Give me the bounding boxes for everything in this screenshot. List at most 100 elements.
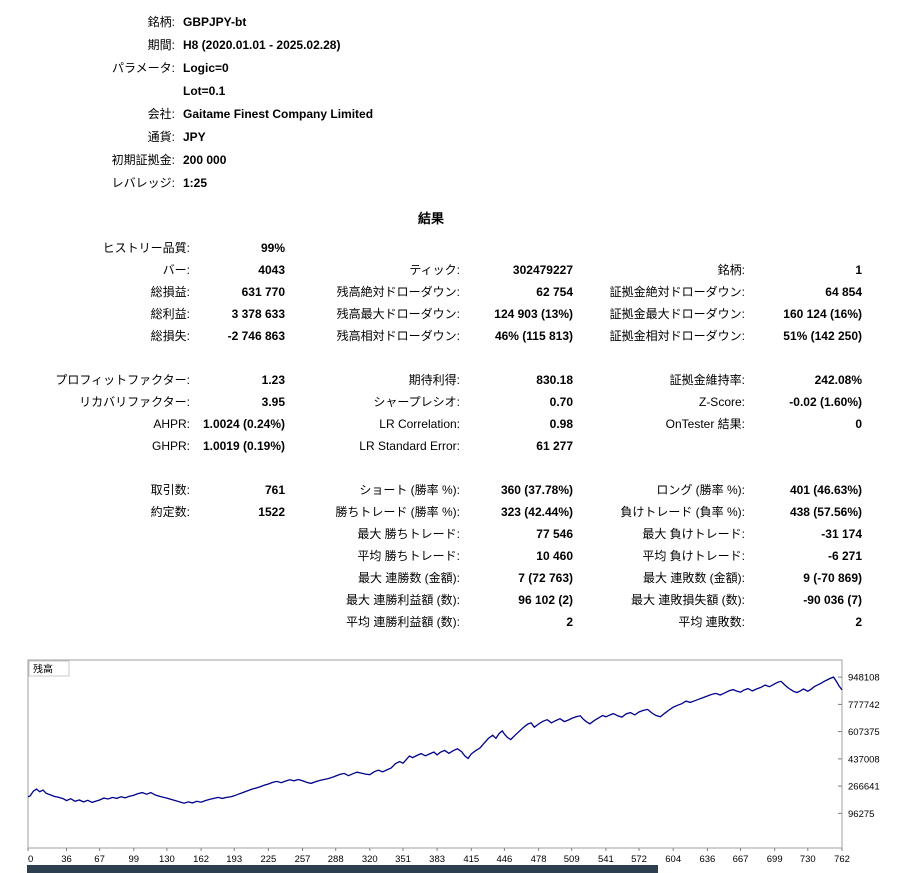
header-row: 通貨: JPY xyxy=(0,125,897,148)
stat-label: ヒストリー品質: xyxy=(102,241,190,255)
header-row: レバレッジ: 1:25 xyxy=(0,171,897,194)
stat-label: 最大 連勝数 (金額): xyxy=(358,571,460,585)
stat-label: 平均 連敗数: xyxy=(678,615,745,629)
stat-label xyxy=(573,435,745,457)
stat-label: 総損益: xyxy=(150,285,190,299)
stat-value: 0 xyxy=(855,417,862,431)
stat-label: 残高絶対ドローダウン: xyxy=(336,285,460,299)
stat-label: LR Correlation: xyxy=(379,417,460,431)
stat-label: 証拠金絶対ドローダウン: xyxy=(609,285,745,299)
stat-value: 2 xyxy=(855,615,862,629)
stat-value: 360 (37.78%) xyxy=(500,483,573,497)
stat-value: 160 124 (16%) xyxy=(783,307,862,321)
stat-value: 323 (42.44%) xyxy=(500,505,573,519)
stat-label: AHPR: xyxy=(153,417,190,431)
y-axis-label: 607375 xyxy=(848,727,880,738)
stat-value: 4043 xyxy=(258,263,285,277)
header-row: パラメータ: Logic=0 xyxy=(0,56,897,79)
stat-label: 負けトレード (負率 %): xyxy=(620,505,745,519)
stat-label: ティック: xyxy=(409,263,460,277)
stat-value: 2 xyxy=(566,615,573,629)
header-value: Lot=0.1 xyxy=(183,83,226,98)
header-value: GBPJPY-bt xyxy=(183,14,247,29)
stat-value: 242.08% xyxy=(814,373,862,387)
header-row: 初期証拠金: 200 000 xyxy=(0,148,897,171)
stat-value: 61 277 xyxy=(536,439,573,453)
header-label: レバレッジ: xyxy=(111,176,175,190)
header-value: Logic=0 xyxy=(183,60,229,75)
stat-label: 最大 勝ちトレード: xyxy=(357,527,460,541)
stat-label: 勝ちトレード (勝率 %): xyxy=(335,505,460,519)
stat-value: 0.70 xyxy=(549,395,573,409)
header-label: 初期証拠金: xyxy=(111,153,175,167)
stat-label: 総利益: xyxy=(150,307,190,321)
stat-label: 最大 連勝利益額 (数): xyxy=(346,593,460,607)
stat-value: 761 xyxy=(264,483,285,497)
stat-value: 302479227 xyxy=(512,263,573,277)
y-axis-label: 266641 xyxy=(848,782,880,793)
stat-value xyxy=(745,435,862,457)
stat-label: シャープレシオ: xyxy=(373,395,460,409)
y-axis-label: 777742 xyxy=(848,700,880,711)
stat-label xyxy=(0,611,190,633)
stat-label: 平均 連勝利益額 (数): xyxy=(346,615,460,629)
stat-value: -0.02 (1.60%) xyxy=(789,395,862,409)
stat-label: GHPR: xyxy=(151,439,190,453)
stat-label: 残高最大ドローダウン: xyxy=(336,307,460,321)
results-table: ヒストリー品質: 99% バー: 4043 ティック: 302479227 銘柄: 1 総損益:… xyxy=(0,237,897,633)
stat-label: Z-Score: xyxy=(698,395,745,409)
series-label-box xyxy=(28,660,70,677)
report-header: 銘柄: GBPJPY-bt 期間: H8 (2020.01.01 - 2025.02.… xyxy=(0,0,897,194)
stat-value: -90 036 (7) xyxy=(803,593,862,607)
stat-value: -2 746 863 xyxy=(227,329,285,343)
stat-label: 証拠金維持率: xyxy=(669,373,745,387)
stat-value xyxy=(190,589,285,611)
header-row: 銘柄: GBPJPY-bt xyxy=(0,10,897,33)
table-spacer xyxy=(0,457,862,479)
stat-label xyxy=(0,589,190,611)
stat-value: 7 (72 763) xyxy=(518,571,573,585)
stat-label: 最大 負けトレード: xyxy=(642,527,745,541)
stat-label: 平均 勝ちトレード: xyxy=(357,549,460,563)
stat-label: 平均 負けトレード: xyxy=(642,549,745,563)
stat-value xyxy=(190,611,285,633)
stat-label: OnTester 結果: xyxy=(665,417,745,431)
header-label: 銘柄: xyxy=(147,15,175,29)
stat-label: バー: xyxy=(162,263,190,277)
stat-value: 77 546 xyxy=(536,527,573,541)
stat-value: 124 903 (13%) xyxy=(494,307,573,321)
stat-label xyxy=(285,237,460,259)
stat-value: 62 754 xyxy=(536,285,573,299)
stat-value: 3.95 xyxy=(261,395,285,409)
stat-label: 期待利得: xyxy=(408,373,460,387)
stat-value: 3 378 633 xyxy=(231,307,285,321)
stat-label: 最大 連敗数 (金額): xyxy=(643,571,745,585)
y-axis-label: 437008 xyxy=(848,754,880,765)
stat-value xyxy=(190,523,285,545)
stat-label: 銘柄: xyxy=(717,263,745,277)
stat-value: 1.0019 (0.19%) xyxy=(202,439,285,453)
y-axis-label: 96275 xyxy=(848,809,874,820)
stat-label xyxy=(0,567,190,589)
stat-value: 1.0024 (0.24%) xyxy=(202,417,285,431)
stat-value: -6 271 xyxy=(827,549,862,563)
header-label: 通貨: xyxy=(147,130,175,144)
stat-label: 最大 連敗損失額 (数): xyxy=(631,593,745,607)
stat-value: 96 102 (2) xyxy=(518,593,573,607)
stat-value: 0.98 xyxy=(549,417,573,431)
stat-label xyxy=(573,237,745,259)
stat-label: 約定数: xyxy=(150,505,190,519)
stat-value xyxy=(460,237,573,259)
stat-value: 1.23 xyxy=(261,373,285,387)
stat-label: 総損失: xyxy=(150,329,190,343)
stat-value: 401 (46.63%) xyxy=(789,483,862,497)
stat-label: 取引数: xyxy=(150,483,190,497)
header-row: 期間: H8 (2020.01.01 - 2025.02.28) xyxy=(0,33,897,56)
header-row: 会社: Gaitame Finest Company Limited xyxy=(0,102,897,125)
stat-value: 10 460 xyxy=(536,549,573,563)
stat-value: 46% (115 813) xyxy=(494,329,573,343)
stat-value: 631 770 xyxy=(241,285,285,299)
series-label: 残高 xyxy=(33,663,53,676)
header-value: H8 (2020.01.01 - 2025.02.28) xyxy=(183,37,341,52)
